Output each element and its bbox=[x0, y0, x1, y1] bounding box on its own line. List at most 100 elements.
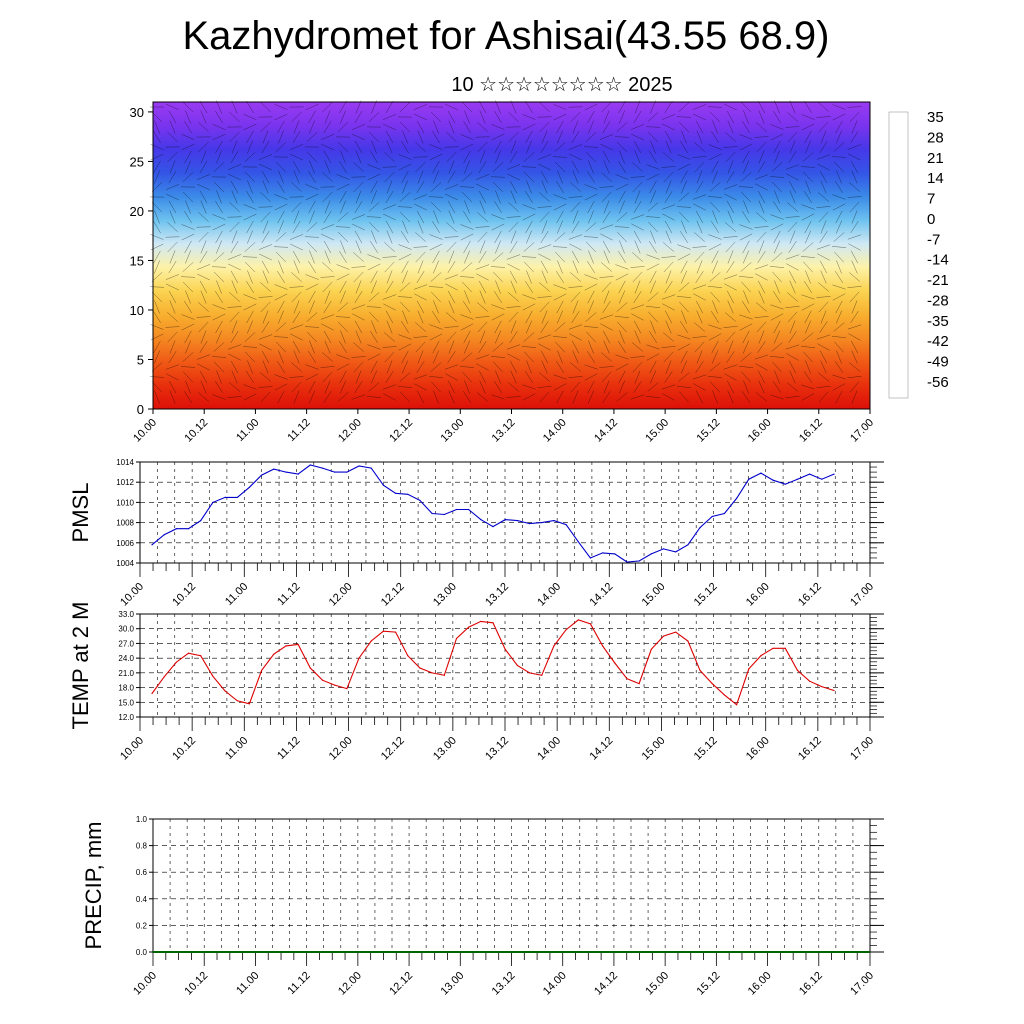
wind-barb bbox=[742, 340, 750, 354]
wind-barb bbox=[354, 140, 363, 154]
wind-barb bbox=[526, 140, 532, 154]
wind-barb bbox=[788, 150, 797, 164]
wind-barb bbox=[444, 184, 459, 190]
wind-barb bbox=[321, 323, 334, 331]
wind-barb bbox=[415, 142, 426, 152]
wind-barb bbox=[739, 233, 753, 241]
wind-barb bbox=[433, 170, 439, 184]
wind-barb bbox=[247, 270, 253, 284]
wind-barb bbox=[541, 180, 548, 194]
wind-barb bbox=[557, 260, 563, 274]
wind-barb bbox=[509, 360, 518, 374]
colorbar-label: 14 bbox=[927, 170, 944, 187]
wind-barb bbox=[819, 230, 828, 244]
wind-barb bbox=[416, 120, 425, 134]
wind-barb bbox=[447, 290, 456, 304]
wind-barb bbox=[309, 340, 315, 354]
wind-barb bbox=[695, 300, 704, 314]
wind-barb bbox=[323, 150, 332, 164]
wind-barb bbox=[433, 260, 439, 274]
wind-barb bbox=[648, 330, 658, 344]
wind-barb bbox=[770, 133, 784, 141]
wind-barb bbox=[429, 324, 443, 330]
wind-barb bbox=[615, 363, 629, 371]
data-point bbox=[248, 703, 250, 705]
wind-barb bbox=[742, 150, 750, 164]
wind-barb bbox=[646, 263, 660, 271]
wind-barb bbox=[541, 220, 548, 234]
wind-barb bbox=[634, 100, 641, 114]
wind-barb bbox=[540, 170, 549, 184]
data-point bbox=[577, 619, 579, 621]
wind-barb bbox=[662, 123, 675, 131]
wind-barb bbox=[773, 140, 781, 154]
wind-barb bbox=[789, 190, 796, 204]
wind-barb bbox=[801, 213, 815, 221]
wind-barb bbox=[834, 180, 844, 194]
wind-barb bbox=[769, 266, 785, 268]
data-point bbox=[431, 672, 433, 674]
wind-barb bbox=[399, 211, 411, 223]
wind-barb bbox=[460, 323, 474, 331]
wind-barb bbox=[243, 213, 257, 221]
wind-barb bbox=[216, 190, 222, 204]
wind-barb bbox=[663, 332, 674, 342]
wind-barb bbox=[833, 322, 845, 332]
wind-barb bbox=[337, 392, 349, 402]
wind-barb bbox=[305, 373, 319, 381]
wind-barb bbox=[586, 331, 596, 343]
wind-barb bbox=[149, 376, 165, 378]
wind-barb bbox=[211, 266, 227, 268]
wind-barb bbox=[196, 174, 211, 180]
wind-barb bbox=[553, 383, 567, 391]
wind-barb bbox=[231, 190, 238, 204]
wind-barb bbox=[491, 223, 505, 231]
wind-barb bbox=[368, 202, 380, 212]
wind-barb bbox=[229, 221, 240, 233]
wind-barb bbox=[495, 280, 501, 294]
wind-barb bbox=[679, 301, 689, 313]
wind-barb bbox=[274, 374, 288, 380]
wind-barb bbox=[479, 330, 486, 344]
wind-barb bbox=[460, 143, 474, 151]
wind-barb bbox=[537, 154, 552, 160]
wind-barb bbox=[618, 160, 626, 174]
wind-barb bbox=[384, 171, 395, 183]
wind-barb bbox=[260, 121, 271, 133]
data-point bbox=[175, 661, 177, 663]
wind-barb bbox=[337, 122, 349, 132]
wind-barb bbox=[647, 202, 659, 212]
wind-barb bbox=[789, 230, 796, 244]
data-point bbox=[492, 526, 494, 528]
wind-barb bbox=[169, 210, 176, 224]
x-tick-label: 14.00 bbox=[535, 735, 563, 763]
wind-barb bbox=[322, 281, 333, 293]
y-tick-label: 1010 bbox=[116, 498, 134, 507]
data-point bbox=[224, 690, 226, 692]
wind-barb bbox=[599, 186, 614, 188]
wind-barb bbox=[432, 250, 440, 264]
wind-barb bbox=[692, 104, 707, 110]
wind-barb bbox=[368, 292, 380, 302]
wind-barb bbox=[834, 161, 844, 173]
wind-barb bbox=[584, 184, 598, 190]
wind-barb bbox=[212, 214, 226, 220]
wind-barb bbox=[244, 261, 256, 273]
data-point bbox=[273, 468, 275, 470]
wind-barb bbox=[168, 260, 177, 274]
x-tick-label: 10.12 bbox=[170, 581, 198, 609]
wind-barb bbox=[291, 272, 302, 282]
wind-barb bbox=[181, 323, 195, 331]
wind-barb bbox=[196, 354, 211, 360]
wind-barb bbox=[463, 340, 471, 354]
wind-barb bbox=[432, 220, 440, 234]
wind-barb bbox=[723, 274, 738, 280]
wind-barb bbox=[816, 244, 831, 250]
wind-barb bbox=[165, 364, 180, 370]
wind-barb bbox=[601, 262, 612, 272]
wind-barb bbox=[258, 154, 273, 160]
wind-barb bbox=[836, 350, 842, 364]
wind-barb bbox=[571, 130, 580, 144]
wind-barb bbox=[477, 122, 488, 132]
wind-barb bbox=[444, 326, 459, 328]
